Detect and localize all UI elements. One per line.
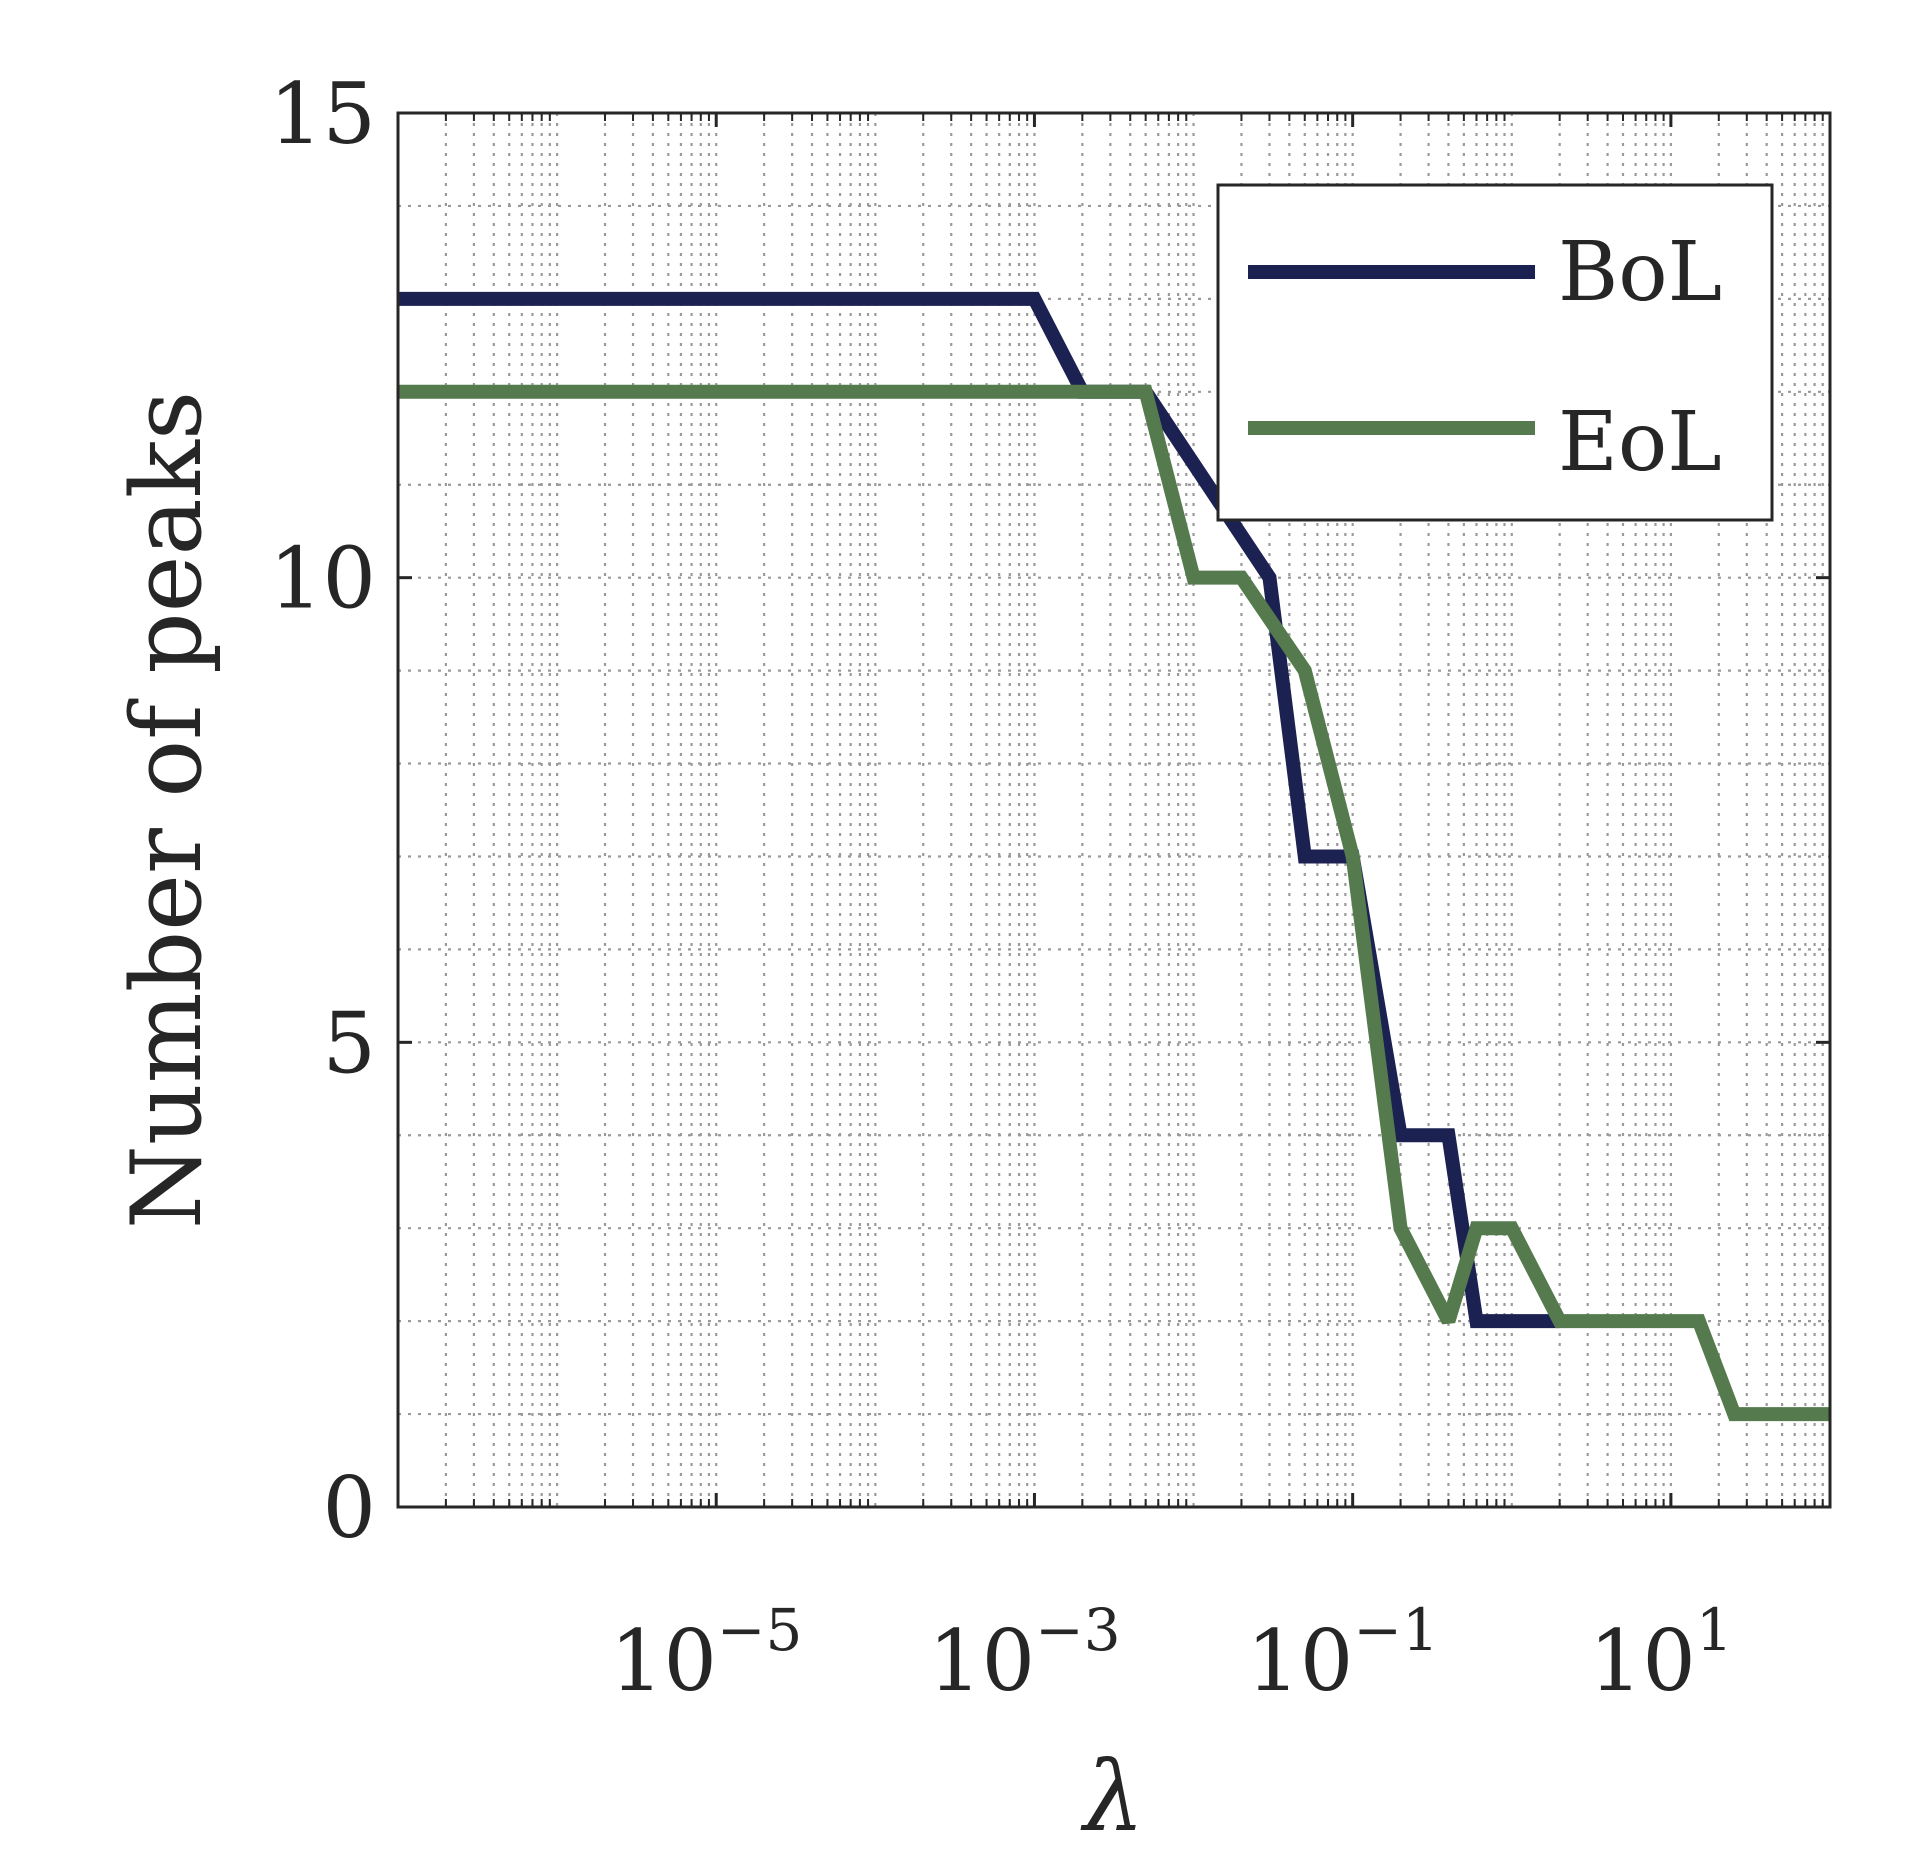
- x-tick-label: 10−5: [610, 1596, 802, 1710]
- y-axis-label: Number of peaks: [111, 391, 223, 1229]
- ticks: [398, 111, 1830, 1509]
- series-line-bol: [398, 291, 1560, 1329]
- x-tick-label: 10−1: [1246, 1596, 1438, 1710]
- legend-label-eol: EoL: [1558, 395, 1722, 490]
- legend: BoL EoL: [1216, 183, 1774, 522]
- series-layer: [398, 291, 1830, 1422]
- series-line-eol: [398, 384, 1830, 1422]
- y-tick-label: 10: [269, 530, 376, 628]
- y-tick-label: 0: [323, 1459, 376, 1557]
- legend-box: [1216, 183, 1774, 522]
- x-tick-labels: 10−5 10−3 10−1 101: [610, 1596, 1733, 1710]
- x-axis-label: λ: [1080, 1741, 1145, 1853]
- plot-frame: [396, 111, 1832, 1509]
- y-tick-labels: 0 5 10 15: [269, 65, 376, 1557]
- y-tick-label: 5: [323, 994, 376, 1092]
- x-tick-label: 10−3: [928, 1596, 1120, 1710]
- legend-label-bol: BoL: [1558, 225, 1722, 320]
- x-tick-label: 101: [1589, 1596, 1733, 1710]
- y-tick-label: 15: [269, 65, 376, 163]
